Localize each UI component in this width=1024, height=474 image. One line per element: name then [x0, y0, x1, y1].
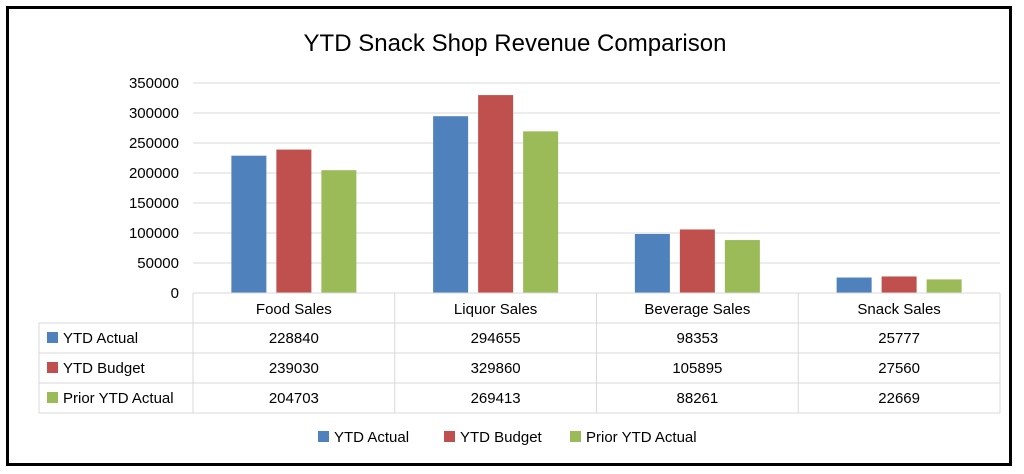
table-cell-value: 329860 [471, 360, 521, 377]
table-cell-value: 98353 [677, 330, 719, 347]
y-tick-label: 250000 [129, 135, 179, 152]
legend-swatch [318, 431, 329, 442]
x-category-label: Liquor Sales [454, 301, 537, 318]
bar [724, 240, 760, 293]
chart-svg: YTD Snack Shop Revenue Comparison 0 50000… [38, 30, 1001, 446]
chart-title: YTD Snack Shop Revenue Comparison [304, 30, 727, 57]
legend-label: YTD Actual [334, 429, 409, 446]
table-cell-value: 88261 [677, 390, 719, 407]
legend: YTD Actual YTD Budget Prior YTD Actual [318, 429, 697, 446]
table-cell-value: 269413 [471, 390, 521, 407]
bar [321, 170, 357, 293]
y-tick-label: 300000 [129, 105, 179, 122]
y-tick-label: 0 [171, 285, 179, 302]
table-cell-value: 204703 [269, 390, 319, 407]
bar [926, 279, 962, 293]
table-cell-value: 105895 [672, 360, 722, 377]
bar [433, 116, 469, 293]
bar [836, 277, 872, 293]
gridlines [193, 82, 1000, 264]
chart-frame: YTD Snack Shop Revenue Comparison 0 50000… [6, 6, 1012, 466]
y-tick-label: 150000 [129, 195, 179, 212]
bar [634, 233, 670, 293]
x-category-label: Food Sales [256, 301, 332, 318]
y-tick-label: 50000 [137, 255, 179, 272]
legend-swatch [444, 431, 455, 442]
table-series-label: YTD Actual [63, 330, 138, 347]
table-cell-value: 22669 [878, 390, 920, 407]
x-category-label: Snack Sales [857, 301, 940, 318]
table-cell-value: 228840 [269, 330, 319, 347]
y-tick-label: 350000 [129, 75, 179, 92]
bar [881, 276, 917, 293]
y-tick-label: 200000 [129, 165, 179, 182]
table-cell-value: 294655 [471, 330, 521, 347]
table-series-label: Prior YTD Actual [63, 390, 174, 407]
table-series-key [47, 392, 58, 403]
bar [679, 229, 715, 293]
legend-label: Prior YTD Actual [586, 429, 697, 446]
legend-swatch [570, 431, 581, 442]
legend-label: YTD Budget [460, 429, 543, 446]
y-axis-ticks: 0 50000 100000 150000 200000 250000 300000 3500… [129, 75, 179, 302]
bar [523, 131, 559, 293]
table-series-key [47, 362, 58, 373]
bar [231, 155, 267, 293]
data-table: Food Sales Liquor Sales Beverage Sales Snac… [38, 292, 1001, 414]
bar [276, 149, 312, 293]
table-cell-value: 25777 [878, 330, 920, 347]
bars [231, 95, 962, 293]
x-category-label: Beverage Sales [644, 301, 750, 318]
table-series-key [47, 332, 58, 343]
table-series-label: YTD Budget [63, 360, 146, 377]
bar [478, 95, 514, 293]
y-tick-label: 100000 [129, 225, 179, 242]
table-cell-value: 239030 [269, 360, 319, 377]
table-cell-value: 27560 [878, 360, 920, 377]
